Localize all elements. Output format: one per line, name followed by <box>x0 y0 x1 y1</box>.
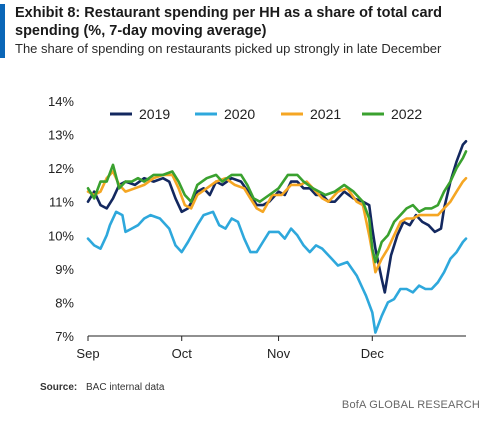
y-tick-label: 8% <box>55 295 74 310</box>
x-tick-label: Oct <box>172 346 193 361</box>
y-tick-label: 9% <box>55 262 74 277</box>
y-tick-label: 12% <box>48 161 74 176</box>
y-tick-label: 10% <box>48 228 74 243</box>
brand-logo-text: BofA GLOBAL RESEARCH <box>341 399 480 411</box>
y-tick-label: 11% <box>49 195 74 210</box>
legend-label-2021: 2021 <box>310 106 341 122</box>
x-tick-label: Nov <box>267 346 291 361</box>
source-note: Source: BAC internal data <box>40 382 164 393</box>
chart-subtitle: The share of spending on restaurants pic… <box>15 41 442 56</box>
legend-label-2020: 2020 <box>224 106 255 122</box>
title-accent-bar <box>0 4 5 58</box>
series-line-2021 <box>86 170 468 274</box>
series-line-2020 <box>86 210 468 334</box>
chart-title: Exhibit 8: Restaurant spending per HH as… <box>15 5 443 39</box>
series-line-2022 <box>86 150 468 264</box>
x-tick-label: Sep <box>76 346 99 361</box>
y-tick-label: 7% <box>55 329 74 344</box>
legend-label-2022: 2022 <box>391 106 422 122</box>
series-line-2019 <box>86 140 468 294</box>
source-text: BAC internal data <box>86 382 165 393</box>
x-tick-label: Dec <box>361 346 385 361</box>
y-tick-label: 13% <box>48 128 74 143</box>
y-tick-label: 14% <box>48 94 74 109</box>
legend-label-2019: 2019 <box>139 106 170 122</box>
source-label: Source: <box>40 382 78 393</box>
